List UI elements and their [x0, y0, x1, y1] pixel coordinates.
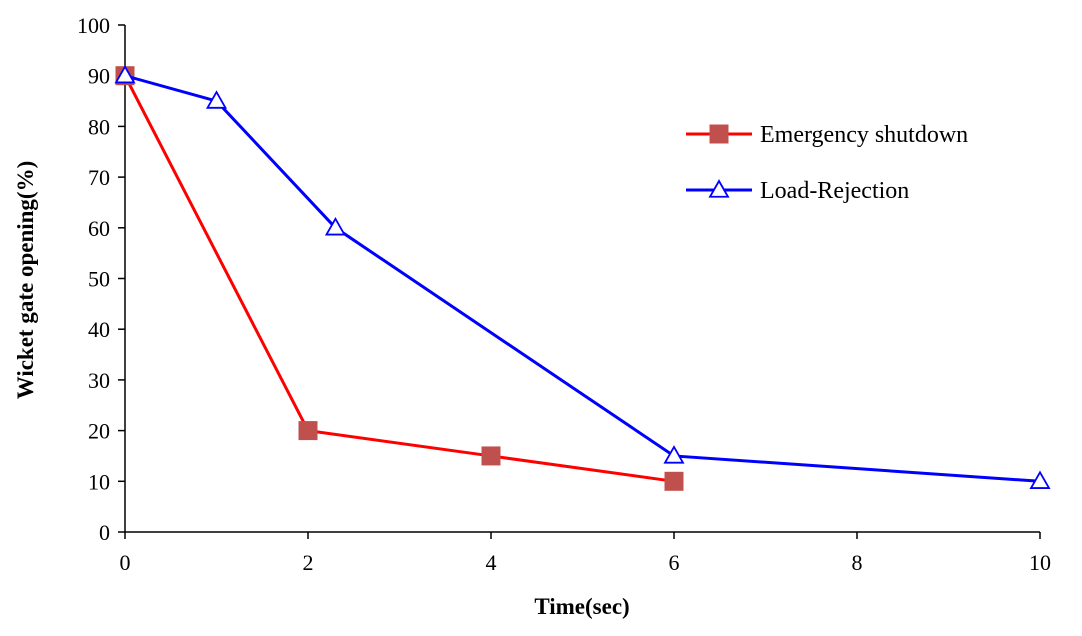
y-tick-label: 20 — [88, 419, 110, 444]
legend-marker — [708, 179, 730, 198]
y-tick-label: 60 — [88, 216, 110, 241]
y-tick-label: 100 — [77, 13, 110, 38]
x-tick-label: 2 — [303, 550, 314, 575]
ticks: 0 10 20 30 40 50 60 70 80 90 100 0 2 4 6 8 10 — [77, 13, 1051, 575]
y-tick-label: 10 — [88, 469, 110, 494]
x-tick-label: 10 — [1029, 550, 1051, 575]
y-tick-label: 0 — [99, 520, 110, 545]
y-tick-label: 70 — [88, 165, 110, 190]
data-point — [1029, 470, 1051, 489]
y-tick-label: 50 — [88, 267, 110, 292]
data-point — [664, 471, 684, 491]
y-tick-label: 90 — [88, 64, 110, 89]
y-axis-title: Wicket gate opening(%) — [13, 161, 38, 400]
x-tick-label: 8 — [852, 550, 863, 575]
series-1 — [114, 64, 1051, 489]
legend-label: Load-Rejection — [760, 178, 909, 204]
series-line — [123, 75, 675, 483]
y-tick-label: 80 — [88, 114, 110, 139]
data-point — [324, 216, 347, 236]
y-tick-label: 30 — [88, 368, 110, 393]
legend: Emergency shutdown Load-Rejection — [686, 122, 968, 204]
legend-entry: Load-Rejection — [686, 178, 909, 204]
x-axis-title: Time(sec) — [534, 594, 629, 619]
x-tick-label: 0 — [120, 550, 131, 575]
legend-marker — [709, 124, 729, 144]
series-0 — [115, 66, 684, 491]
axes — [124, 25, 1040, 533]
data-point — [663, 445, 685, 464]
data-point — [205, 90, 228, 109]
data-point — [481, 446, 501, 466]
legend-entry: Emergency shutdown — [686, 122, 968, 148]
x-tick-label: 4 — [486, 550, 497, 575]
y-tick-label: 40 — [88, 317, 110, 342]
series-layer — [114, 64, 1051, 491]
data-point — [298, 421, 318, 441]
x-tick-label: 6 — [669, 550, 680, 575]
legend-label: Emergency shutdown — [760, 122, 968, 148]
data-point — [114, 64, 136, 84]
